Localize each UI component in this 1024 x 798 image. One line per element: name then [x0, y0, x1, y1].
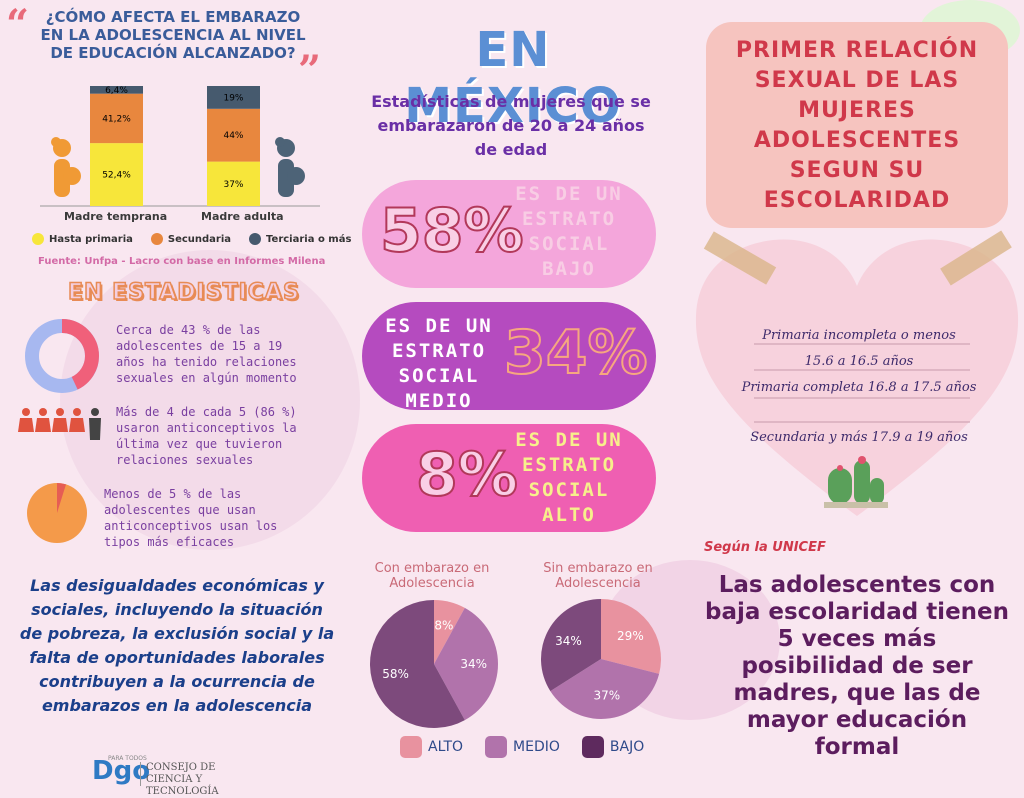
adult-mother-icon — [275, 137, 305, 197]
dgo-logo: Dgo — [92, 756, 151, 786]
pie-label: 29% — [617, 629, 644, 643]
bar-segment — [207, 86, 260, 109]
close-quote-icon: ” — [298, 47, 322, 94]
bar-legend: Hasta primaria Secundaria Terciaria o má… — [32, 233, 351, 245]
heart-line: Primaria incompleta o menos — [762, 328, 956, 343]
pie-sin-embarazo: 29% 37% 34% — [541, 599, 661, 719]
legend-swatch — [485, 736, 508, 758]
legend-item: ALTO — [400, 736, 463, 758]
pie-legend: ALTO MEDIO BAJO — [400, 736, 644, 758]
right-title-box — [706, 22, 1008, 228]
pie-label: 34% — [555, 634, 582, 648]
donut-chart-icon — [25, 319, 99, 393]
legend-label: Hasta primaria — [49, 233, 133, 245]
pie-label: 8% — [434, 619, 453, 633]
bar-label: 19% — [223, 93, 243, 103]
bar-label: 6,4% — [105, 86, 128, 96]
legend-label: BAJO — [609, 739, 645, 755]
pie-label: 58% — [382, 667, 409, 681]
small-pie-icon — [27, 483, 87, 543]
legend-label: MEDIO — [513, 739, 560, 755]
stat-text: Más de 4 de cada 5 (86 %) usaron anticon… — [116, 405, 297, 467]
legend-item: MEDIO — [485, 736, 560, 758]
pie-title: Con embarazo en Adolescencia — [374, 561, 490, 591]
bar-segment — [90, 143, 143, 206]
legend-item: BAJO — [581, 736, 645, 758]
legend-label: Secundaria — [167, 233, 232, 245]
legend-swatch — [581, 736, 604, 758]
source-note: Fuente: Unfpa - Lacro con base en Inform… — [38, 256, 326, 267]
stat-pill-medio — [362, 302, 656, 410]
stat-text: Cerca de 43 % de las adolescentes de 15 … — [116, 323, 297, 385]
heart-line: Secundaria y más 17.9 a 19 años — [750, 430, 968, 445]
pie-slice — [434, 600, 465, 664]
open-quote-icon: “ — [6, 1, 30, 48]
legend-swatch — [249, 233, 262, 245]
heart-shape — [695, 230, 1019, 516]
pill-percentage: 8% — [415, 439, 519, 511]
estadisticas-title: EN ESTADISTICAS — [67, 279, 300, 306]
pill-text: ES DE UN ESTRATO SOCIAL BAJO — [515, 183, 623, 280]
legend-swatch — [150, 233, 163, 245]
pill-percentage: 58% — [379, 195, 525, 267]
category-label: Madre adulta — [201, 210, 284, 223]
bar-segment — [90, 93, 143, 144]
logo-small-text: PARA TODOS — [108, 755, 147, 762]
bar-label: 37% — [223, 180, 243, 190]
pie-slice — [370, 600, 465, 728]
logo-divider — [140, 762, 141, 786]
people-icon — [18, 408, 101, 440]
pie-label: 34% — [460, 657, 487, 671]
bar-segment — [207, 108, 260, 162]
pill-percentage: 34% — [503, 317, 649, 389]
category-label: Madre temprana — [64, 210, 168, 223]
pie-slice — [550, 659, 660, 719]
unicef-statement: Las adolescentes con baja escolaridad ti… — [704, 572, 1010, 760]
mexico-subtitle: Estadísticas de mujeres que se embarazar… — [371, 92, 651, 159]
question-title: ¿CÓMO AFECTA EL EMBARAZO EN LA ADOLESCEN… — [40, 8, 306, 62]
legend-label: Terciaria o más — [266, 233, 352, 245]
stat-pill-alto — [362, 424, 656, 532]
mexico-title: EN MÉXICO — [404, 22, 622, 134]
pie-slice — [434, 607, 498, 721]
legend-item: Secundaria — [150, 233, 232, 245]
pill-text: ES DE UN ESTRATO SOCIAL MEDIO — [385, 315, 493, 412]
pie-con-embarazo: 8% 34% 58% — [370, 600, 498, 728]
pill-text: ES DE UN ESTRATO SOCIAL ALTO — [515, 429, 623, 526]
org-name: CONSEJO DE CIENCIA Y TECNOLOGÍA — [146, 762, 219, 797]
bar-label: 44% — [223, 131, 243, 141]
inequality-text: Las desigualdades económicas y sociales,… — [19, 576, 335, 715]
bar-label: 52,4% — [102, 171, 131, 181]
cactus-icon — [824, 456, 888, 508]
unicef-label: Según la UNICEF — [704, 540, 826, 555]
pie-slice — [541, 599, 601, 692]
legend-swatch — [400, 736, 422, 758]
legend-swatch — [32, 233, 44, 245]
legend-item: Terciaria o más — [249, 233, 351, 245]
legend-label: ALTO — [428, 739, 464, 755]
pie-title: Sin embarazo en Adolescencia — [543, 561, 653, 591]
stat-pill-bajo — [362, 180, 656, 288]
pie-label: 37% — [593, 689, 620, 703]
legend-item: Hasta primaria — [32, 233, 133, 245]
right-title: PRIMER RELACIÓN SEXUAL DE LAS MUJERES AD… — [735, 38, 979, 213]
stat-text: Menos de 5 % de las adolescentes que usa… — [104, 487, 278, 549]
bar-segment — [207, 161, 260, 206]
bar-label: 41,2% — [102, 114, 131, 124]
heart-line: 15.6 a 16.5 años — [804, 354, 914, 369]
pie-slice — [601, 599, 661, 674]
young-mother-icon — [51, 137, 81, 197]
heart-line: Primaria completa 16.8 a 17.5 años — [741, 380, 977, 395]
bar-segment — [90, 86, 143, 94]
education-bar-chart: 52,4% 41,2% 6,4% 37% 44% 19% — [40, 86, 320, 207]
